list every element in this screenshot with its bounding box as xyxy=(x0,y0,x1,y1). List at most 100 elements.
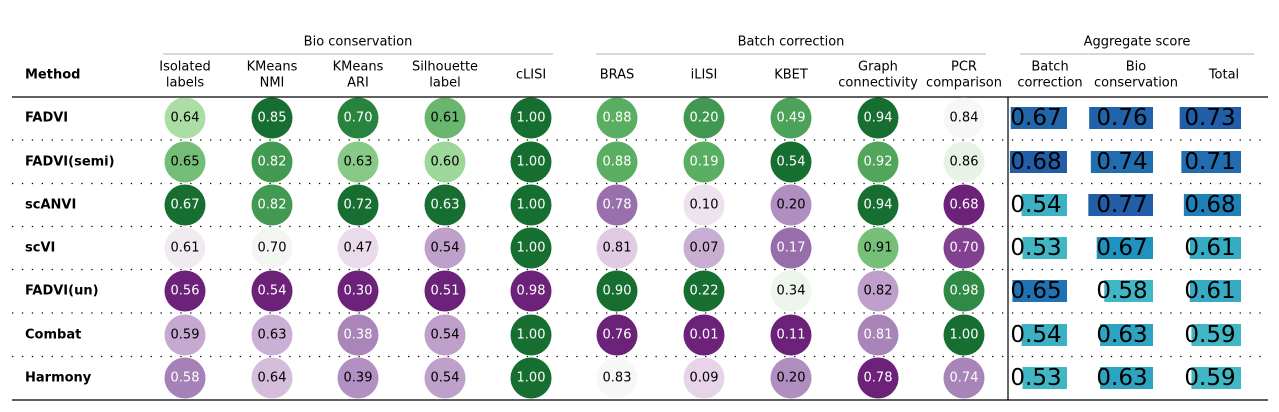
metric-value-label: 1.00 xyxy=(950,328,979,343)
metric-circle xyxy=(596,314,638,356)
metric-value-label: 0.70 xyxy=(258,241,287,256)
metric-circle xyxy=(164,184,206,226)
metric-value-label: 0.58 xyxy=(171,371,200,386)
method-label: scVI xyxy=(25,241,55,256)
metric-circle xyxy=(596,141,638,183)
column-header: KBET xyxy=(774,68,808,83)
aggregate-value-label: 0.67 xyxy=(1096,235,1147,261)
aggregate-value-label: 0.65 xyxy=(1010,278,1061,304)
metric-value-label: 0.72 xyxy=(344,198,373,213)
aggregate-value-label: 0.59 xyxy=(1184,322,1235,348)
column-header: KMeans xyxy=(247,60,298,75)
metric-circle xyxy=(857,227,899,269)
metric-circle xyxy=(251,357,293,399)
column-header: correction xyxy=(1017,76,1082,91)
column-header: connectivity xyxy=(838,76,918,91)
metric-value-label: 0.86 xyxy=(950,155,979,170)
metric-value-label: 0.90 xyxy=(603,284,632,299)
group-header: Bio conservation xyxy=(304,35,413,50)
metric-circle xyxy=(683,227,725,269)
metric-circle xyxy=(770,270,812,312)
method-label: Combat xyxy=(25,328,81,343)
column-header: PCR xyxy=(951,60,977,75)
metric-value-label: 0.61 xyxy=(171,241,200,256)
group-header: Aggregate score xyxy=(1084,35,1191,50)
metric-circle xyxy=(424,227,466,269)
metric-value-label: 0.91 xyxy=(864,241,893,256)
metric-circle xyxy=(424,97,466,139)
aggregate-bar xyxy=(1191,324,1241,346)
aggregate-value-label: 0.71 xyxy=(1184,149,1235,175)
aggregate-bar xyxy=(1009,151,1067,173)
metric-value-label: 1.00 xyxy=(517,371,546,386)
aggregate-bar xyxy=(1100,324,1153,346)
metric-circle xyxy=(857,184,899,226)
metric-value-label: 0.17 xyxy=(777,241,806,256)
metric-circle xyxy=(943,270,985,312)
aggregate-value-label: 0.54 xyxy=(1010,192,1061,218)
metric-value-label: 0.85 xyxy=(258,111,287,126)
aggregate-bar xyxy=(1191,367,1241,389)
metric-value-label: 1.00 xyxy=(517,111,546,126)
metric-circle xyxy=(857,97,899,139)
metric-value-label: 0.01 xyxy=(690,328,719,343)
metric-value-label: 0.67 xyxy=(171,198,200,213)
metric-circle xyxy=(337,141,379,183)
metric-circle xyxy=(683,270,725,312)
column-header: Silhouette xyxy=(412,60,478,75)
aggregate-bar xyxy=(1089,107,1153,129)
aggregate-value-label: 0.61 xyxy=(1184,235,1235,261)
aggregate-value-label: 0.63 xyxy=(1096,322,1147,348)
metric-circle xyxy=(770,357,812,399)
metric-value-label: 0.84 xyxy=(950,111,979,126)
column-header: Isolated xyxy=(159,60,211,75)
aggregate-bar xyxy=(1010,107,1067,129)
aggregate-bar xyxy=(1181,151,1241,173)
metric-circle xyxy=(251,314,293,356)
aggregate-bar xyxy=(1189,237,1241,259)
aggregate-value-label: 0.53 xyxy=(1010,235,1061,261)
metric-value-label: 0.78 xyxy=(603,198,632,213)
aggregate-value-label: 0.77 xyxy=(1096,192,1147,218)
metric-value-label: 0.10 xyxy=(690,198,719,213)
aggregate-value-label: 0.67 xyxy=(1010,105,1061,131)
metric-circle xyxy=(424,184,466,226)
aggregate-bar xyxy=(1022,237,1067,259)
aggregate-value-label: 0.74 xyxy=(1096,149,1147,175)
column-header: iLISI xyxy=(691,68,718,83)
metric-value-label: 0.76 xyxy=(603,328,632,343)
metric-value-label: 0.64 xyxy=(258,371,287,386)
aggregate-bar xyxy=(1021,194,1067,216)
metric-circle xyxy=(510,227,552,269)
aggregate-value-label: 0.68 xyxy=(1184,192,1235,218)
metric-value-label: 1.00 xyxy=(517,155,546,170)
metric-value-label: 0.81 xyxy=(864,328,893,343)
metric-value-label: 0.98 xyxy=(950,284,979,299)
metric-value-label: 0.11 xyxy=(777,328,806,343)
column-header: cLISI xyxy=(516,68,546,83)
column-header: KMeans xyxy=(333,60,384,75)
metric-value-label: 0.65 xyxy=(171,155,200,170)
metric-circle xyxy=(164,270,206,312)
column-header: conservation xyxy=(1094,76,1178,91)
metric-circle xyxy=(770,97,812,139)
metric-value-label: 0.54 xyxy=(431,371,460,386)
column-header: Batch xyxy=(1031,60,1068,75)
metric-circle xyxy=(337,97,379,139)
metric-value-label: 0.38 xyxy=(344,328,373,343)
group-header: Batch correction xyxy=(738,35,845,50)
column-header: label xyxy=(429,76,460,91)
method-label: FADVI(semi) xyxy=(25,155,115,170)
metric-circle xyxy=(251,227,293,269)
metric-value-label: 0.47 xyxy=(344,241,373,256)
metric-circle xyxy=(943,97,985,139)
column-header: comparison xyxy=(926,76,1002,91)
metric-circle xyxy=(857,141,899,183)
metric-circle xyxy=(337,184,379,226)
metric-circle xyxy=(943,357,985,399)
metric-value-label: 0.68 xyxy=(950,198,979,213)
metric-circle xyxy=(857,357,899,399)
metric-value-label: 0.82 xyxy=(258,155,287,170)
aggregate-value-label: 0.76 xyxy=(1096,105,1147,131)
metric-circle xyxy=(683,357,725,399)
